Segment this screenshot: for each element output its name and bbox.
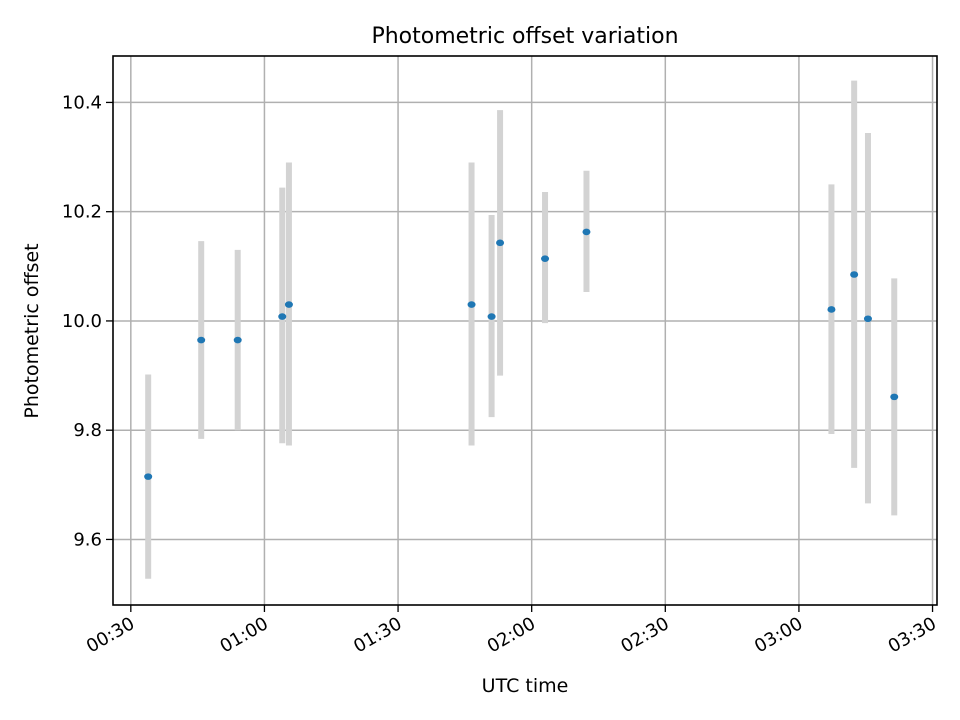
data-point (582, 228, 591, 236)
y-tick-label: 10.2 (62, 202, 102, 223)
y-tick-label: 9.8 (73, 420, 102, 441)
data-point (850, 271, 859, 278)
y-axis-label: Photometric offset (21, 243, 43, 418)
data-point (278, 313, 287, 320)
data-points (144, 228, 899, 480)
x-axis-label: UTC time (482, 675, 569, 697)
data-point (890, 393, 899, 401)
data-point (487, 313, 496, 320)
data-point (197, 336, 206, 344)
chart-title: Photometric offset variation (371, 24, 678, 49)
data-point (541, 255, 550, 262)
y-tick-label: 10.4 (62, 92, 102, 113)
data-point (284, 301, 293, 308)
data-point (827, 306, 836, 313)
data-point (233, 336, 242, 344)
grid-lines (113, 56, 937, 605)
data-point (863, 315, 872, 323)
plot-frame (112, 55, 938, 606)
y-tick-label: 10.0 (62, 311, 102, 332)
data-point (496, 239, 505, 247)
y-tick-label: 9.6 (73, 529, 102, 550)
data-point (467, 301, 476, 308)
data-point (144, 473, 153, 480)
